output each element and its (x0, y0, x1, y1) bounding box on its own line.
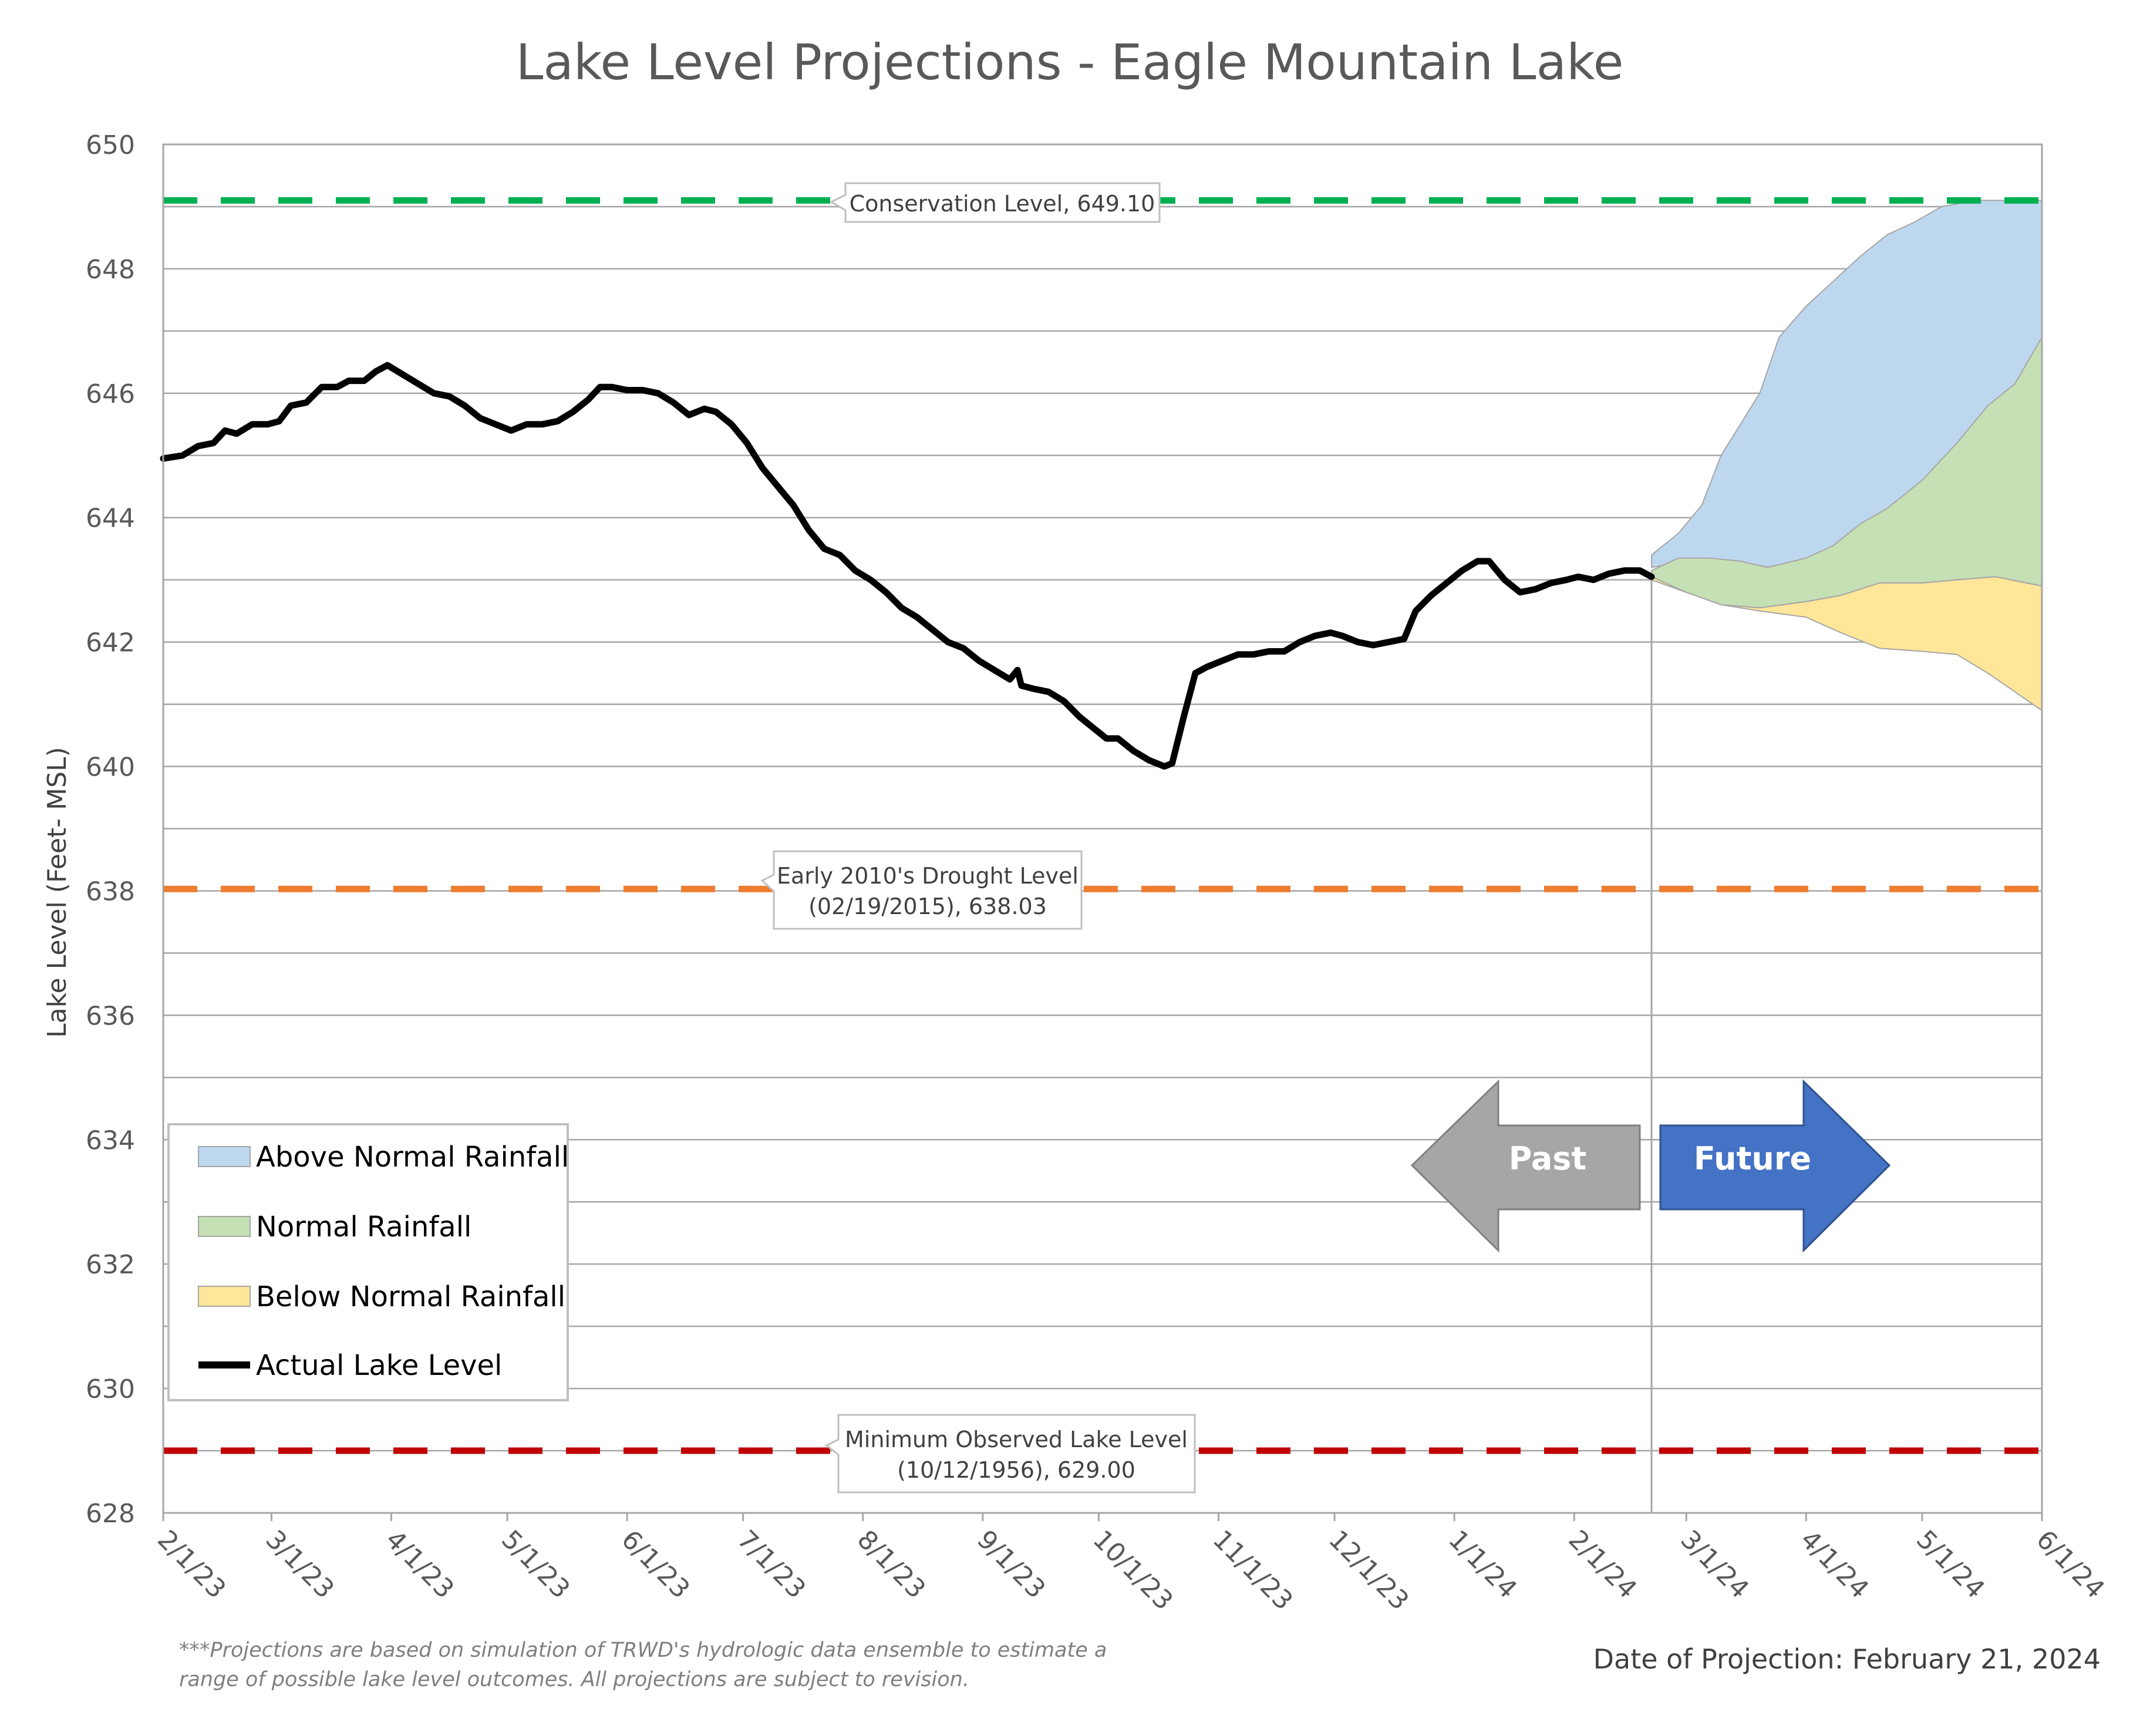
legend-swatch-normal (198, 1216, 251, 1237)
callout-drought-line1: Early 2010's Drought Level (777, 863, 1079, 889)
plot-area-border (162, 143, 2043, 1514)
y-tick-label: 630 (86, 1374, 135, 1404)
legend-label-normal: Normal Rainfall (256, 1211, 471, 1243)
legend: Above Normal Rainfall Normal Rainfall Be… (167, 1123, 569, 1401)
callout-conservation-text: Conservation Level, 649.10 (850, 191, 1155, 217)
past-arrow: Past (1410, 1079, 1641, 1253)
callout-minimum-line1: Minimum Observed Lake Level (845, 1427, 1188, 1452)
below-normal-band (1650, 575, 2043, 712)
y-tick-label: 646 (86, 379, 135, 409)
y-tick-label: 634 (86, 1125, 135, 1155)
callout-conservation: Conservation Level, 649.10 (829, 182, 1161, 223)
callout-minimum-line2: (10/12/1956), 629.00 (897, 1457, 1135, 1483)
y-tick-label: 632 (86, 1250, 135, 1280)
y-axis-ticks: 628 630 632 634 636 638 640 642 644 646 648 650 (86, 130, 135, 1529)
callout-drought: Early 2010's Drought Level (02/19/2015),… (760, 850, 1083, 930)
y-tick-label: 642 (86, 628, 135, 658)
actual-level-path (160, 362, 1655, 770)
y-tick-label: 640 (86, 753, 135, 783)
future-arrow: Future (1659, 1079, 1891, 1253)
chart-title: Lake Level Projections - Eagle Mountain … (516, 33, 1624, 91)
y-tick-label: 636 (86, 1001, 135, 1031)
projection-date-note: Date of Projection: February 21, 2024 (1593, 1643, 2101, 1675)
y-axis-label: Lake Level (Feet- MSL) (42, 747, 72, 1037)
footnote-line2: range of possible lake level outcomes. A… (179, 1668, 969, 1691)
legend-label-below: Below Normal Rainfall (256, 1280, 565, 1313)
callout-minimum: Minimum Observed Lake Level (10/12/1956)… (825, 1414, 1196, 1494)
callout-drought-line2: (02/19/2015), 638.03 (808, 894, 1047, 919)
legend-swatch-below (198, 1286, 251, 1307)
projection-bands (1650, 200, 2043, 712)
actual-lake-level-line (160, 362, 1655, 770)
y-tick-label: 644 (86, 504, 135, 534)
y-tick-label: 648 (86, 255, 135, 285)
future-arrow-label: Future (1694, 1140, 1811, 1177)
y-tick-label: 650 (86, 130, 135, 160)
legend-label-above: Above Normal Rainfall (256, 1141, 569, 1174)
legend-box (167, 1123, 569, 1401)
y-tick-label: 628 (86, 1499, 135, 1529)
past-arrow-label: Past (1509, 1140, 1587, 1177)
footnote-line1: ***Projections are based on simulation o… (179, 1639, 1107, 1662)
y-tick-label: 638 (86, 877, 135, 906)
legend-swatch-above (198, 1146, 251, 1167)
legend-label-actual: Actual Lake Level (256, 1349, 502, 1382)
